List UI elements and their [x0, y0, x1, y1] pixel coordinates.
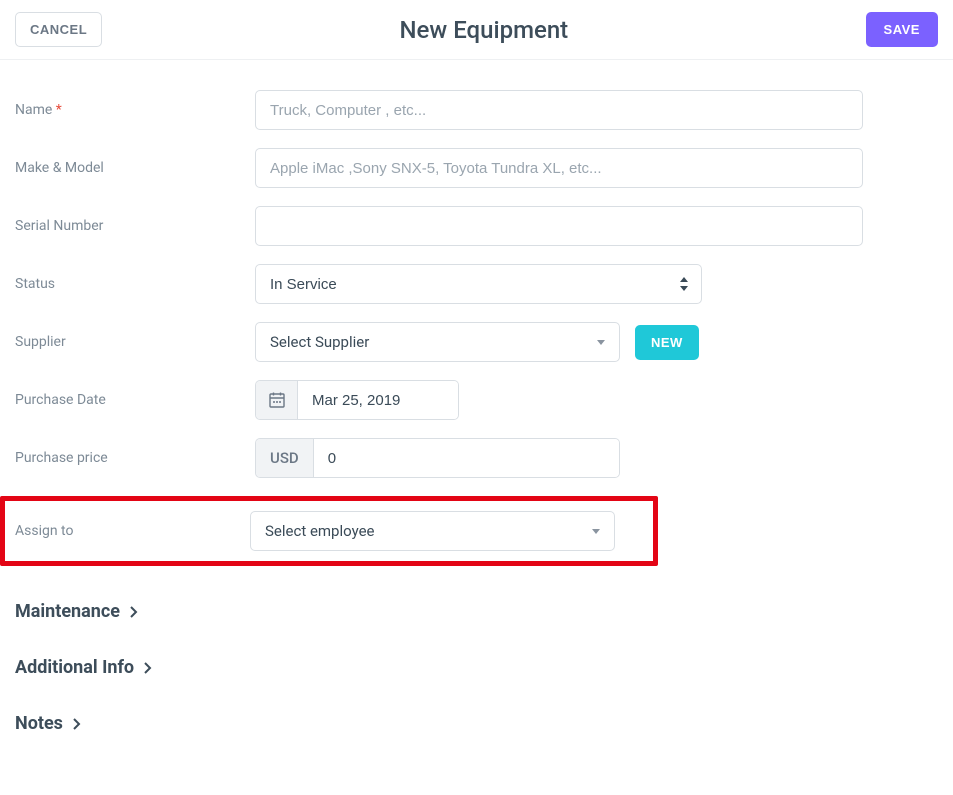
label-assign-to: Assign to: [15, 523, 250, 539]
purchase-date-input[interactable]: [298, 381, 458, 419]
row-supplier: Supplier Select Supplier NEW: [15, 322, 938, 362]
section-additional-info-label: Additional Info: [15, 657, 134, 678]
new-supplier-button[interactable]: NEW: [635, 325, 699, 360]
label-name: Name *: [15, 102, 255, 118]
row-purchase-price: Purchase price USD: [15, 438, 938, 478]
page-title: New Equipment: [400, 16, 569, 44]
section-notes[interactable]: Notes: [15, 713, 938, 734]
name-input[interactable]: [255, 90, 863, 130]
row-purchase-date: Purchase Date: [15, 380, 938, 420]
status-select[interactable]: In Service: [255, 264, 702, 304]
label-status: Status: [15, 276, 255, 292]
row-serial-number: Serial Number: [15, 206, 938, 246]
chevron-down-icon: [597, 340, 605, 345]
chevron-right-icon: [73, 718, 81, 730]
section-notes-label: Notes: [15, 713, 63, 734]
serial-number-input[interactable]: [255, 206, 863, 246]
assign-to-select-value: Select employee: [265, 522, 374, 540]
cancel-button[interactable]: CANCEL: [15, 12, 102, 47]
calendar-icon[interactable]: [256, 381, 298, 419]
row-name: Name *: [15, 90, 938, 130]
currency-prefix: USD: [256, 439, 314, 477]
required-asterisk: *: [56, 102, 62, 118]
supplier-select[interactable]: Select Supplier: [255, 322, 620, 362]
save-button[interactable]: SAVE: [866, 12, 938, 47]
row-make-model: Make & Model: [15, 148, 938, 188]
purchase-price-input[interactable]: [314, 439, 619, 477]
label-purchase-date: Purchase Date: [15, 392, 255, 408]
form-content: Name * Make & Model Serial Number Status…: [0, 60, 953, 769]
chevron-right-icon: [144, 662, 152, 674]
label-purchase-price: Purchase price: [15, 450, 255, 466]
supplier-select-value: Select Supplier: [270, 333, 369, 351]
chevron-down-icon: [592, 529, 600, 534]
label-make-model: Make & Model: [15, 160, 255, 176]
row-assign-to: Assign to Select employee: [5, 511, 643, 551]
label-serial-number: Serial Number: [15, 218, 255, 234]
section-additional-info[interactable]: Additional Info: [15, 657, 938, 678]
label-supplier: Supplier: [15, 334, 255, 350]
section-maintenance-label: Maintenance: [15, 601, 120, 622]
row-status: Status In Service: [15, 264, 938, 304]
assign-to-select[interactable]: Select employee: [250, 511, 615, 551]
highlight-assign-to: Assign to Select employee: [0, 496, 658, 566]
section-maintenance[interactable]: Maintenance: [15, 601, 938, 622]
header: CANCEL New Equipment SAVE: [0, 0, 953, 60]
chevron-right-icon: [130, 606, 138, 618]
make-model-input[interactable]: [255, 148, 863, 188]
